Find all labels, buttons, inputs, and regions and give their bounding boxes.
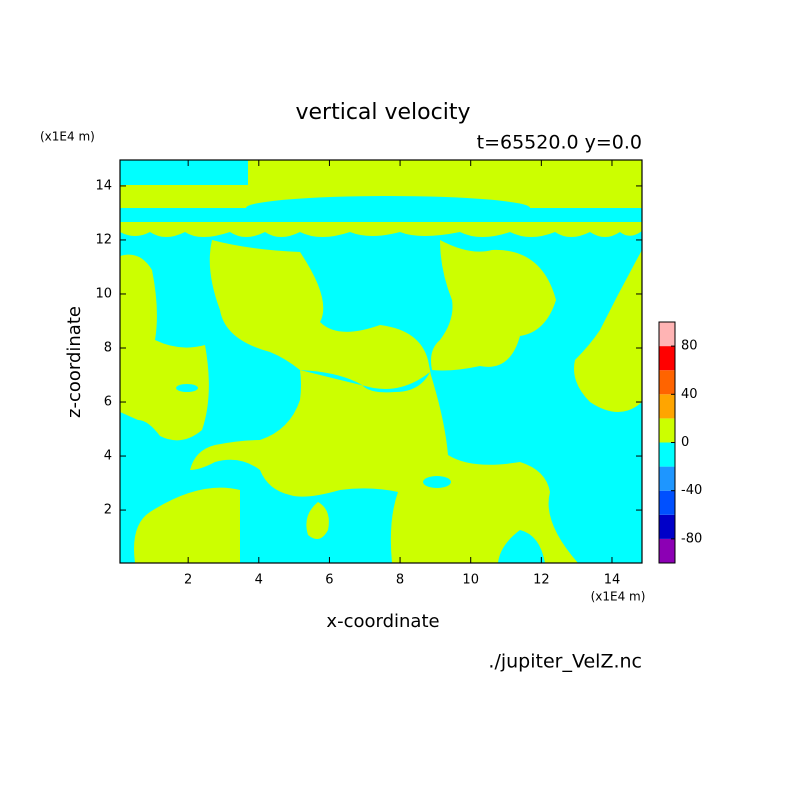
y-unit: (x1E4 m) [40,130,95,144]
colorbar-segment [659,514,675,539]
colorbar-segment [659,490,675,515]
y-tick-label: 14 [95,178,112,193]
colorbar-segment [659,322,675,347]
field-region [120,254,209,441]
x-tick-label: 4 [255,573,263,588]
y-axis-label: z-coordinate [64,306,85,418]
field-region [574,250,642,412]
field-region [423,476,451,488]
colorbar-segment [659,346,675,371]
colorbar-tick-label: 80 [681,339,698,354]
field-region [306,502,329,539]
field-region [431,240,556,371]
y-tick-label: 4 [104,449,112,464]
field-region [134,487,240,563]
colorbar-tick-label: -80 [681,531,702,546]
field-region [300,370,430,393]
x-tick-label: 14 [604,573,621,588]
field-region [190,240,578,563]
y-tick-label: 10 [95,286,112,301]
y-tick-label: 8 [104,340,112,355]
colorbar-segment [659,370,675,395]
y-tick-label: 2 [104,503,112,518]
colorbar-segment [659,418,675,443]
plot-frame [119,159,643,564]
field-region [176,384,198,392]
field-region [246,196,530,220]
colorbar-tick-label: -40 [681,483,702,498]
field-region [120,222,642,237]
y-tick-label: 6 [104,395,112,410]
field-region [120,160,642,208]
x-tick-label: 6 [325,573,333,588]
x-unit: (x1E4 m) [591,590,646,604]
colorbar-tick-label: 0 [681,435,689,450]
colorbar-tick-label: 40 [681,387,698,402]
x-tick-label: 8 [396,573,404,588]
x-tick-label: 2 [184,573,192,588]
chart-subtitle: t=65520.0 y=0.0 [477,132,642,154]
colorbar-segment [659,466,675,491]
source-file: ./jupiter_VelZ.nc [488,651,642,673]
x-tick-label: 10 [462,573,479,588]
colorbar-segment [659,538,675,563]
y-tick-label: 12 [95,232,112,247]
colorbar-segment [659,442,675,467]
field [120,160,642,563]
x-tick-label: 12 [533,573,550,588]
chart-title: vertical velocity [295,100,470,125]
colorbar-segment [659,394,675,419]
x-axis-label: x-coordinate [326,611,439,632]
